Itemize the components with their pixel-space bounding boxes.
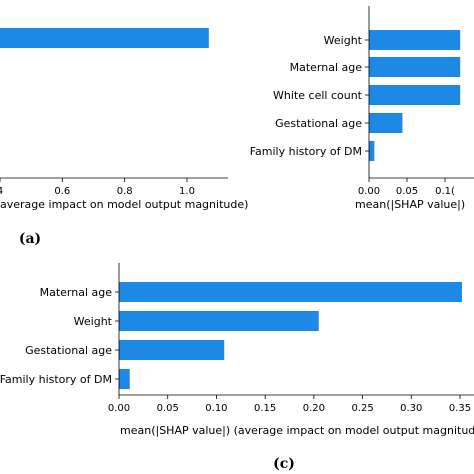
- panel-c: Maternal age Weight Gestational age Family …: [0, 263, 474, 472]
- category-label: Family history of DM: [250, 145, 362, 158]
- x-tick-label: 0.05: [396, 186, 418, 197]
- bar-4: [369, 113, 403, 133]
- x-tick-label: 0.8: [117, 186, 133, 197]
- panel-label: (a): [19, 231, 41, 247]
- category-label: Gestational age: [25, 344, 112, 357]
- x-tick-label: 0.30: [400, 403, 422, 414]
- x-tick-label: 0.05: [157, 403, 179, 414]
- category-label: Family history of DM: [0, 373, 112, 386]
- x-axis-label: mean(|SHAP value|) (average impact on mo…: [120, 424, 474, 437]
- bar-1: [0, 28, 209, 48]
- x-tick-label: 0.35: [449, 403, 471, 414]
- x-axis-label: average impact on model output magnitude…: [0, 198, 248, 211]
- bar-1: [369, 30, 461, 50]
- bar-5: [369, 141, 375, 161]
- bar-2: [119, 311, 319, 331]
- bar-2: [369, 57, 461, 77]
- x-tick-label: 0.15: [254, 403, 276, 414]
- x-tick-label: 0.10: [205, 403, 227, 414]
- panel-label: (c): [273, 456, 295, 472]
- category-label: Weight: [74, 315, 113, 328]
- category-label: Gestational age: [275, 117, 362, 130]
- x-tick-label: 0.25: [351, 403, 373, 414]
- category-label: White cell count: [273, 89, 363, 102]
- x-tick-label: 0.1(: [435, 186, 455, 197]
- x-axis-label: mean(|SHAP value|): [355, 198, 465, 211]
- x-tick-label: 1.0: [179, 186, 195, 197]
- category-label: Maternal age: [40, 286, 113, 299]
- x-tick-label: 0.20: [303, 403, 325, 414]
- x-tick-label: 0.6: [54, 186, 70, 197]
- bar-1: [119, 282, 462, 302]
- bar-3: [119, 340, 225, 360]
- x-tick-label: 0.00: [108, 403, 130, 414]
- bar-4: [119, 369, 130, 389]
- category-label: Maternal age: [290, 61, 363, 74]
- panel-b: Weight Maternal age White cell count Gestat…: [250, 6, 474, 211]
- x-tick-label: 4: [0, 186, 3, 197]
- x-tick-label: 0.00: [358, 186, 380, 197]
- category-label: Weight: [324, 34, 363, 47]
- bar-3: [369, 85, 461, 105]
